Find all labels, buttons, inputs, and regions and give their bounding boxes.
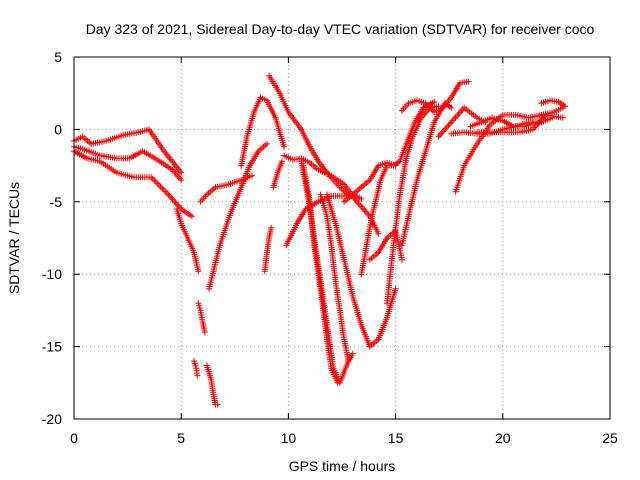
x-tick-label: 0 [70,430,78,446]
series-trace-6 [191,358,201,379]
marker-trace [538,97,568,110]
series-trace-14 [281,152,382,237]
y-tick-label: -20 [42,411,62,427]
marker-trace [270,158,285,191]
marker-trace [399,100,455,249]
marker-trace [266,72,352,198]
marker-trace [467,114,538,130]
series-trace-29 [467,114,538,130]
marker-trace [191,358,201,379]
series-trace-12 [266,72,352,198]
series-trace-10 [238,94,288,169]
data-points [71,72,568,408]
y-tick-label: 5 [54,49,62,65]
marker-trace [173,206,202,275]
series-trace-23 [384,103,442,307]
y-tick-label: -15 [42,339,62,355]
marker-trace [341,159,399,205]
marker-trace [324,191,399,350]
series-trace-25 [399,100,455,249]
y-tick-label: -5 [50,194,63,210]
series-trace-30 [474,111,566,136]
chart-title: Day 323 of 2021, Sidereal Day-to-day VTE… [86,21,595,37]
marker-trace [384,103,442,307]
x-axis-label: GPS time / hours [289,458,396,474]
series-trace-13 [270,158,285,191]
x-tick-label: 15 [388,430,404,446]
series-trace-26 [435,104,489,140]
marker-trace [281,152,382,237]
x-tick-label: 25 [602,430,618,446]
series-trace-5 [195,300,208,336]
series-trace-17 [317,191,356,365]
marker-trace [317,191,356,365]
series-trace-19 [324,191,399,350]
axis-ticks: 0 5 10 15 20 25 -20 -15 -10 -5 0 5 [42,49,618,446]
y-tick-label: -10 [42,266,62,282]
series-trace-7 [203,362,221,408]
series-trace-31 [538,97,568,110]
marker-trace [435,104,489,140]
marker-trace [261,224,275,275]
series-trace-9 [206,140,270,292]
marker-trace [206,140,270,292]
marker-trace [300,162,341,386]
series-trace-16 [300,162,341,386]
x-tick-label: 10 [281,430,297,446]
marker-trace [195,300,208,336]
series-trace-11 [261,224,275,275]
marker-trace [203,362,221,408]
x-tick-label: 20 [495,430,511,446]
series-trace-4 [173,206,202,275]
marker-trace [474,111,566,136]
plot-frame [73,56,611,420]
marker-trace [238,94,288,169]
x-tick-label: 5 [177,430,185,446]
y-tick-label: 0 [54,121,62,137]
y-axis-label: SDTVAR / TECUs [6,182,22,294]
series-trace-21 [341,159,399,205]
